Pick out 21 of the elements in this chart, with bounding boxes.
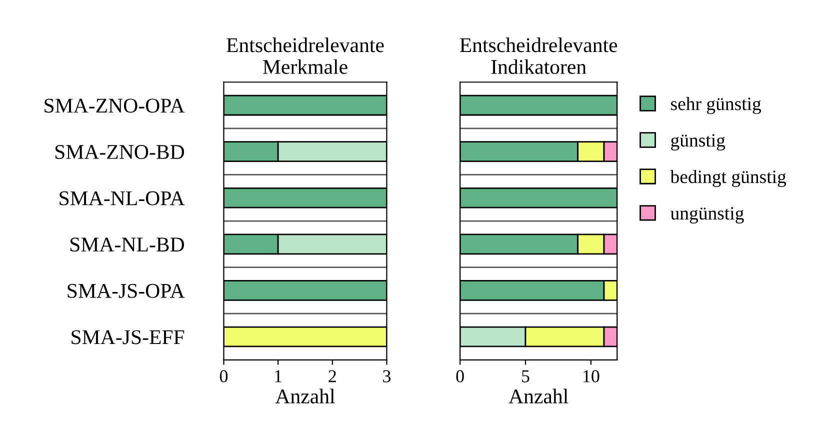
y-tick-label: SMA-JS-OPA [68, 284, 185, 298]
y-tick-label: SMA-JS-EFF [72, 330, 184, 344]
x-tick-label: 0 [220, 370, 228, 382]
legend-label: sehr günstig [671, 96, 762, 114]
legend-label: ungünstig [670, 207, 744, 224]
x-tick-label: 3 [383, 370, 391, 382]
legend-label: günstig [671, 134, 726, 151]
x-tick-label: 1 [275, 370, 282, 382]
x-tick-label: 2 [328, 370, 336, 382]
y-tick-label: SMA-NL-OPA [60, 191, 185, 206]
x-tick-label: 10 [583, 370, 600, 382]
y-tick-label: SMA-ZNO-OPA [44, 98, 185, 113]
x-axis-title: Anzahl [508, 388, 568, 404]
y-tick-label: SMA-NL-BD [70, 238, 184, 252]
legend-label: bedingt günstig [670, 170, 786, 188]
x-tick-label: 5 [522, 370, 530, 382]
y-tick-label: SMA-ZNO-BD [55, 145, 184, 160]
chart-title: Entscheidrelevante Indikatoren [460, 38, 618, 74]
x-tick-label: 0 [456, 370, 464, 382]
chart-title: Entscheidrelevante Merkmale [226, 38, 384, 74]
x-axis-title: Anzahl [275, 388, 335, 404]
